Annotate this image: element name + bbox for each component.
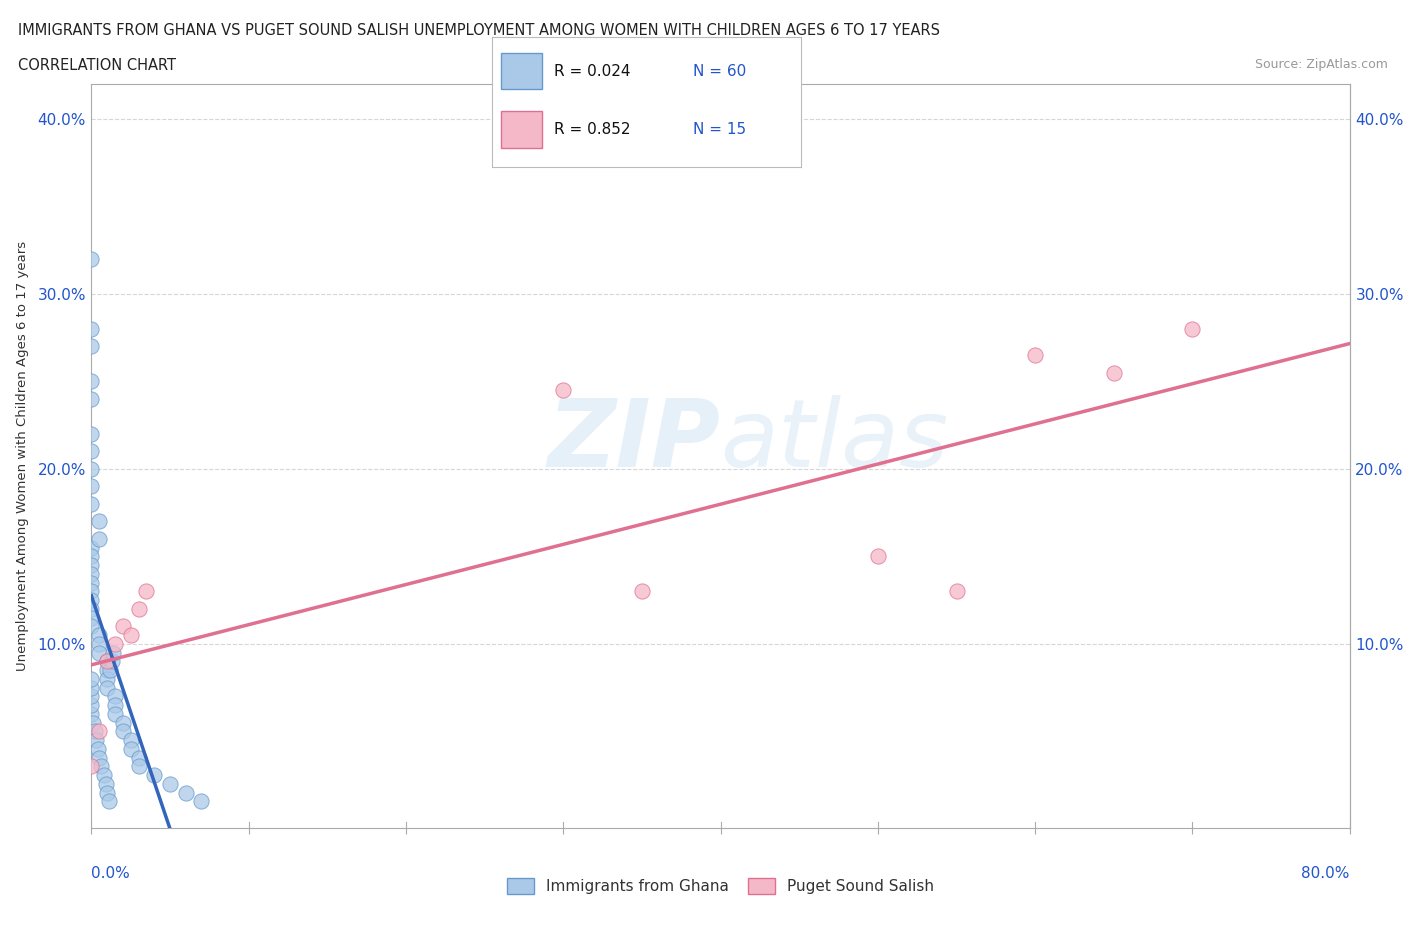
Point — [89, 645, 111, 660]
Point — [111, 619, 134, 634]
Text: R = 0.024: R = 0.024 — [554, 63, 630, 78]
Point — [96, 671, 118, 686]
Point — [80, 251, 103, 266]
Point — [80, 461, 103, 476]
Point — [89, 636, 111, 651]
Text: ZIP: ZIP — [548, 395, 720, 486]
Point — [80, 339, 103, 353]
Point — [80, 592, 103, 607]
Point — [159, 777, 181, 791]
Point — [80, 698, 103, 712]
Point — [96, 654, 118, 669]
Point — [80, 374, 103, 389]
Point — [80, 322, 103, 337]
Point — [1102, 365, 1125, 380]
Legend: Immigrants from Ghana, Puget Sound Salish: Immigrants from Ghana, Puget Sound Salis… — [506, 879, 935, 895]
Point — [97, 794, 120, 809]
Point — [631, 584, 654, 599]
Point — [128, 759, 150, 774]
FancyBboxPatch shape — [502, 112, 541, 148]
Point — [96, 785, 118, 800]
Point — [80, 558, 103, 573]
Point — [103, 645, 125, 660]
Point — [80, 707, 103, 722]
Point — [104, 707, 127, 722]
Text: Source: ZipAtlas.com: Source: ZipAtlas.com — [1254, 58, 1388, 71]
Point — [89, 514, 111, 529]
Point — [94, 777, 117, 791]
Point — [82, 715, 104, 730]
Point — [80, 602, 103, 617]
FancyBboxPatch shape — [502, 53, 541, 89]
Point — [104, 636, 127, 651]
Point — [80, 759, 103, 774]
Point — [98, 663, 121, 678]
Point — [80, 540, 103, 555]
Text: 80.0%: 80.0% — [1302, 866, 1350, 882]
Point — [120, 733, 142, 748]
Point — [135, 584, 157, 599]
Point — [111, 715, 134, 730]
Point — [93, 768, 115, 783]
Point — [80, 575, 103, 590]
Point — [101, 654, 124, 669]
Point — [553, 382, 575, 397]
Point — [80, 549, 103, 564]
Point — [174, 785, 197, 800]
Point — [80, 426, 103, 441]
Point — [80, 689, 103, 704]
Point — [96, 663, 118, 678]
Point — [89, 724, 111, 738]
Point — [83, 724, 105, 738]
Point — [80, 566, 103, 581]
Point — [104, 698, 127, 712]
Point — [86, 741, 108, 756]
Y-axis label: Unemployment Among Women with Children Ages 6 to 17 years: Unemployment Among Women with Children A… — [15, 241, 30, 671]
Point — [96, 654, 118, 669]
Point — [111, 724, 134, 738]
Text: atlas: atlas — [720, 395, 949, 486]
Point — [1024, 348, 1046, 363]
Point — [80, 671, 103, 686]
Point — [120, 741, 142, 756]
Point — [90, 759, 112, 774]
Point — [104, 689, 127, 704]
Point — [1181, 322, 1204, 337]
Point — [89, 751, 111, 765]
Point — [89, 628, 111, 643]
Point — [80, 497, 103, 512]
Text: R = 0.852: R = 0.852 — [554, 122, 630, 137]
Point — [128, 751, 150, 765]
Point — [84, 733, 107, 748]
Text: N = 60: N = 60 — [693, 63, 747, 78]
Text: IMMIGRANTS FROM GHANA VS PUGET SOUND SALISH UNEMPLOYMENT AMONG WOMEN WITH CHILDR: IMMIGRANTS FROM GHANA VS PUGET SOUND SAL… — [18, 23, 941, 38]
Point — [945, 584, 967, 599]
Point — [80, 584, 103, 599]
Point — [143, 768, 166, 783]
Point — [80, 444, 103, 458]
Point — [89, 531, 111, 546]
Text: CORRELATION CHART: CORRELATION CHART — [18, 58, 176, 73]
Point — [80, 392, 103, 406]
Point — [866, 549, 889, 564]
Point — [80, 610, 103, 625]
Point — [80, 479, 103, 494]
Text: 0.0%: 0.0% — [91, 866, 131, 882]
Text: N = 15: N = 15 — [693, 122, 747, 137]
Point — [96, 680, 118, 695]
Point — [128, 602, 150, 617]
Point — [120, 628, 142, 643]
Point — [190, 794, 212, 809]
Point — [80, 619, 103, 634]
Point — [80, 680, 103, 695]
